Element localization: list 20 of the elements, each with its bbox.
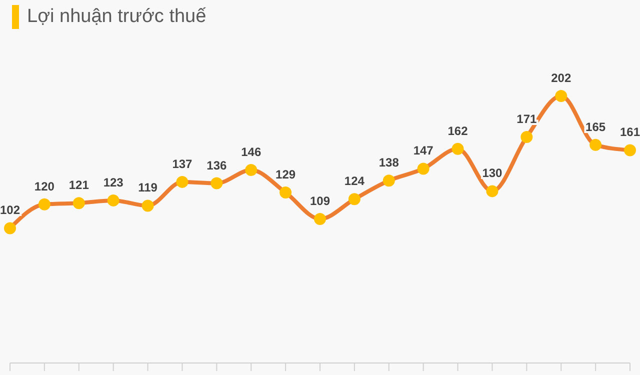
data-label: 121 <box>68 178 90 192</box>
data-label: 120 <box>34 179 55 194</box>
data-label: 124 <box>344 174 365 188</box>
chart-title: Lợi nhuận trước thuế <box>27 6 206 28</box>
data-label: 119 <box>138 180 158 195</box>
data-label: 161 <box>620 125 640 140</box>
data-label: 129 <box>276 168 296 182</box>
data-label: 165 <box>586 120 606 134</box>
data-label: 138 <box>378 156 400 170</box>
data-label: 146 <box>241 145 262 160</box>
data-label: 109 <box>310 194 330 208</box>
data-label: 123 <box>103 175 124 190</box>
data-label: 202 <box>551 71 572 86</box>
data-label: 102 <box>0 203 20 218</box>
data-label: 147 <box>413 144 434 158</box>
data-label: 162 <box>448 124 468 138</box>
data-label: 171 <box>516 112 537 126</box>
data-label: 136 <box>206 158 227 172</box>
data-label: 137 <box>172 156 193 171</box>
data-label: 130 <box>482 166 503 180</box>
